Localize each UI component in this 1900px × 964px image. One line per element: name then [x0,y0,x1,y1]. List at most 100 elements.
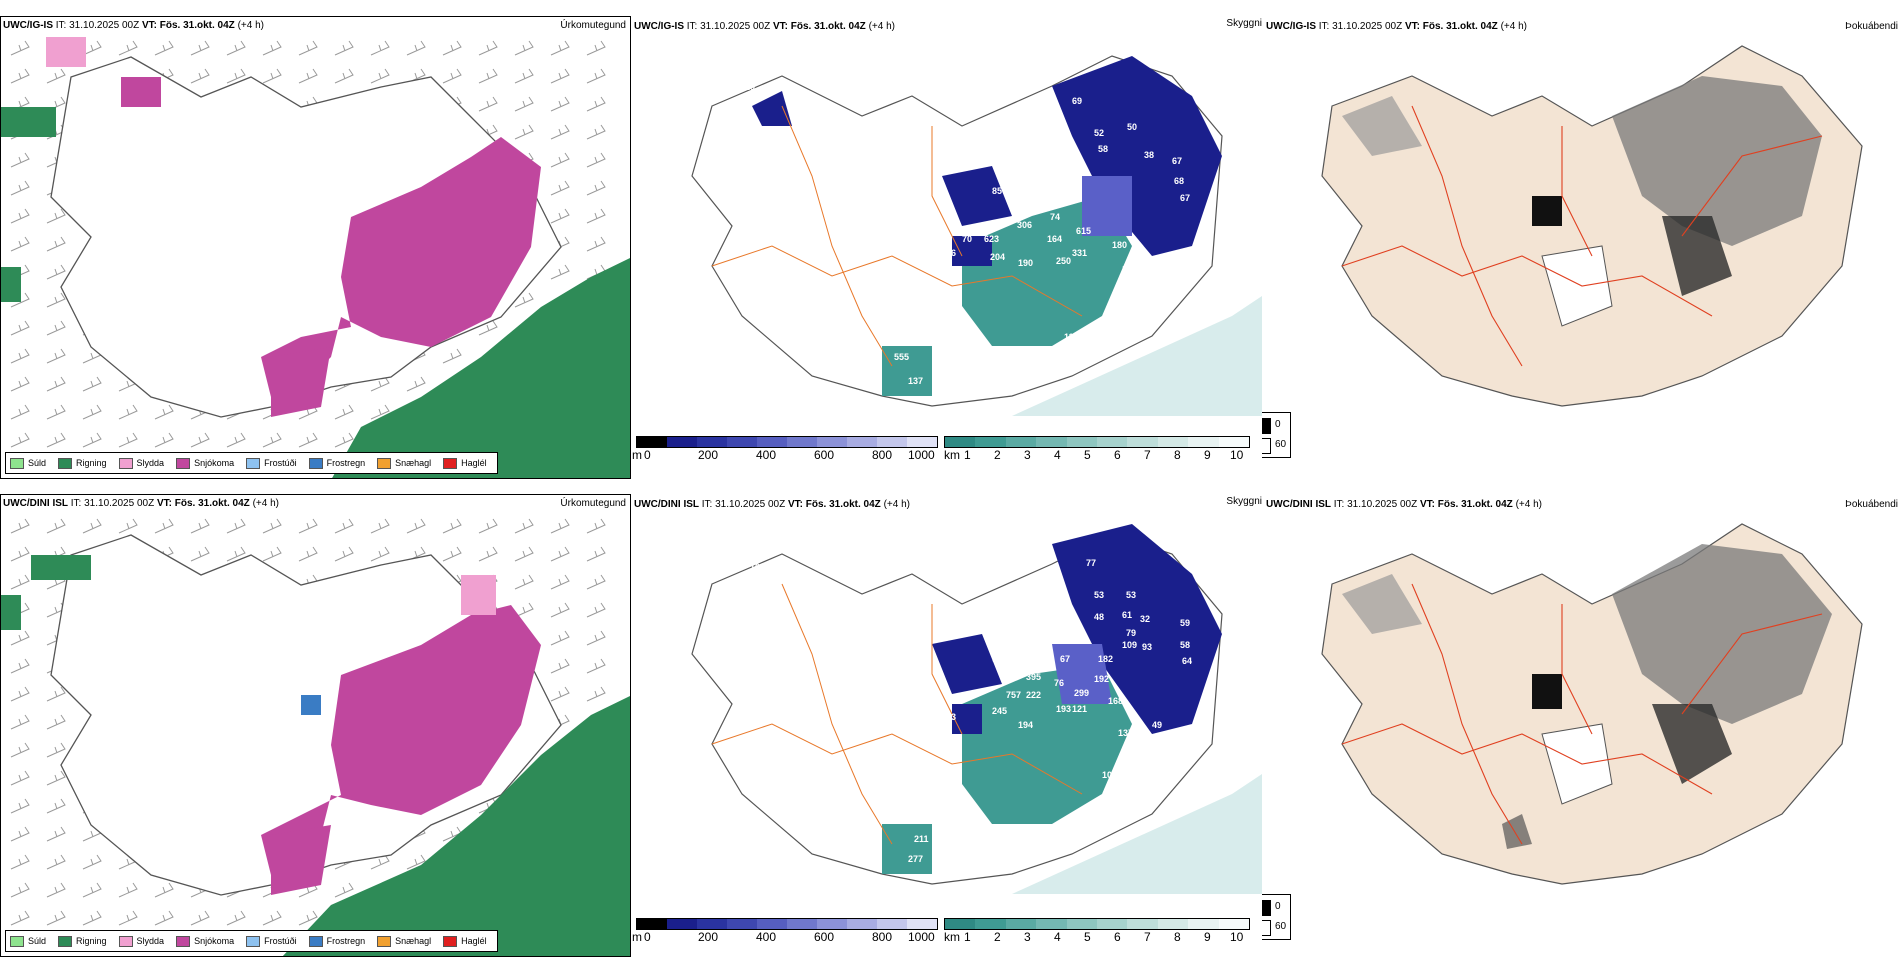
wind-barb [46,404,66,420]
wind-barb [406,518,426,534]
colorbar-tick: 0 [644,930,651,944]
colorbar-tick: 1 [964,448,971,462]
legend-item: Frostúði [246,457,297,469]
wind-barb [226,910,246,926]
wind-barb [514,602,534,618]
colorbar-tick: 2 [994,930,1001,944]
wind-barb [190,40,210,56]
wind-barb [262,40,282,56]
wind-barb [190,546,210,562]
wind-barb [586,602,606,618]
visibility-value: 77 [1086,558,1097,568]
wind-barb [46,798,66,814]
panel-title: Skyggni [1226,18,1262,29]
wind-barb [262,68,282,84]
visibility-value: 182 [1098,654,1114,664]
colorbar-tick: 4 [1054,448,1061,462]
wind-barb [586,236,606,252]
wind-barb [442,68,462,84]
visibility-value: 250 [1056,256,1072,266]
colorbar-tick: 600 [814,930,835,944]
wind-barb [586,152,606,168]
colorbar-tick: 8 [1174,930,1181,944]
wind-barb [10,910,30,926]
colorbar-tick: 9 [1204,448,1211,462]
visibility-value: 70 [962,234,973,244]
wind-barb [514,518,534,534]
wind-barb [190,910,210,926]
wind-barb [10,770,30,786]
wind-barb [370,68,390,84]
wind-barb [118,882,138,898]
wind-barb [82,854,102,870]
wind-barb [442,546,462,562]
wind-barb [478,68,498,84]
visibility-value: 137 [1118,728,1134,738]
visibility-value: 53 [946,712,957,722]
colorbar-tick: 10 [1230,448,1244,462]
colorbar-tick: 7 [1144,930,1151,944]
visibility-value: 331 [1072,248,1088,258]
colorbar-tick: 6 [1114,930,1121,944]
wind-barb [298,546,318,562]
wind-barb [298,432,318,448]
wind-barb [154,882,174,898]
wind-barb [10,742,30,758]
wind-barb [46,882,66,898]
visibility-value: 204 [990,252,1006,262]
colorbar-tick: 3 [1024,448,1031,462]
wind-barb [46,770,66,786]
colorbar-tick: 800 [872,930,893,944]
legend-item: Slydda [118,935,164,947]
wind-barb [370,40,390,56]
wind-barb [46,686,66,702]
colorbar-unit: km [944,448,960,462]
visibility-value: 68 [1072,810,1083,820]
visibility-value: 53 [1126,590,1137,600]
wind-barb [262,546,282,562]
wind-barb [370,518,390,534]
wind-barb [46,432,66,448]
legend-item: Rigning [58,935,107,947]
wind-barb [118,910,138,926]
wind-barb [10,68,30,84]
wind-barb [46,714,66,730]
wind-barb [370,854,390,870]
visibility-value: 299 [1074,688,1090,698]
wind-barb [406,40,426,56]
visibility-value: 85 [992,186,1003,196]
wind-barb [46,854,66,870]
wind-barb [10,826,30,842]
legend-item: Frostregn [308,457,365,469]
visibility-value: 68 [1174,176,1185,186]
wind-barb [46,236,66,252]
wind-barb [262,518,282,534]
wind-barb [46,292,66,308]
wind-barb [10,236,30,252]
visibility-value: 180 [1112,240,1128,250]
panel-header: UWC/DINI ISL IT: 31.10.2025 00Z VT: Fös.… [3,498,279,509]
wind-barb [442,518,462,534]
legend-item: Rigning [58,457,107,469]
wind-barb [46,208,66,224]
wind-barb [586,546,606,562]
colorbar-tick: 4 [1054,930,1061,944]
wind-barb [10,882,30,898]
wind-barb [190,518,210,534]
wind-barb [82,376,102,392]
visibility-value: 35 [1172,734,1183,744]
visibility-value: 61 [1122,610,1133,620]
wind-barb [118,40,138,56]
visibility-value: 111 [1064,332,1079,342]
colorbar-tick: 1000 [908,930,935,944]
wind-barb [550,658,570,674]
visibility-value: 757 [1006,690,1022,700]
wind-barb [586,180,606,196]
legend-item: Frostregn [308,935,365,947]
colorbar-unit: m [632,448,642,462]
visibility-value: 80 [770,84,781,94]
visibility-value: 193 [1056,704,1072,714]
visibility-colorbar-km [944,436,1250,448]
visibility-value: 168 [1108,696,1124,706]
fog-legend: 0 60 [1262,894,1291,940]
